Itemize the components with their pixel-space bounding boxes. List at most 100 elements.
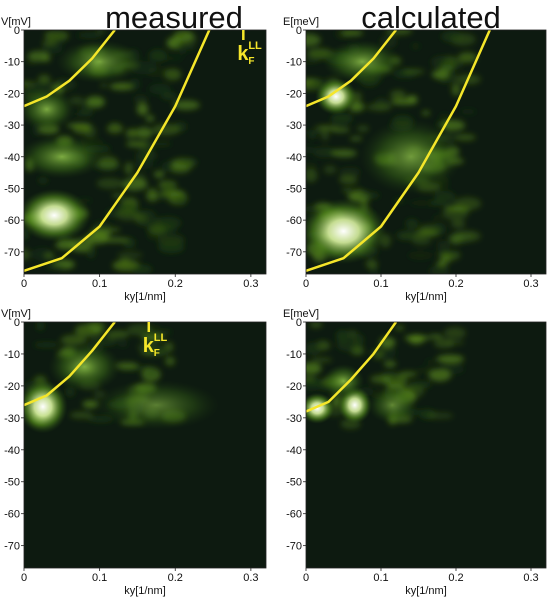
y-tick-label: -40 — [286, 152, 302, 164]
texture-blob — [359, 192, 380, 199]
panel-bottom-right: 0 -10 -20 -30 -40 -50 -60 -70 0 0.1 0.2 0.3 E[meV] ky… — [283, 308, 547, 597]
y-tick-label: -60 — [286, 509, 302, 521]
texture-blob — [182, 32, 197, 46]
plot-frame — [305, 321, 547, 569]
texture-blob — [25, 60, 36, 66]
texture-blob — [399, 371, 417, 377]
y-tick-label: -10 — [286, 349, 302, 361]
y-tick-label: -50 — [286, 477, 302, 489]
texture-blob — [128, 324, 144, 331]
y-tick-label: -60 — [4, 215, 20, 227]
texture-blob — [427, 412, 454, 420]
texture-blob — [48, 31, 67, 45]
bright-region — [322, 39, 402, 84]
texture-blob — [129, 78, 141, 90]
texture-blob — [436, 354, 464, 364]
texture-blob — [164, 68, 182, 81]
x-tick-label: 0 — [21, 572, 27, 584]
texture-blob — [130, 210, 156, 216]
heatmap-area — [306, 30, 546, 274]
plot-frame — [23, 29, 267, 275]
y-tick-label: 0 — [14, 317, 20, 329]
texture-blob — [33, 80, 55, 88]
texture-blob — [459, 109, 477, 115]
texture-blob — [453, 197, 482, 211]
texture-blob — [340, 30, 364, 36]
x-tick-label: 0.2 — [448, 278, 463, 290]
texture-blob — [162, 183, 177, 192]
texture-blob — [436, 240, 450, 250]
texture-blob — [409, 200, 434, 207]
texture-blob — [412, 236, 432, 245]
texture-blob — [109, 82, 135, 91]
texture-blob — [330, 112, 353, 125]
dispersion-curve — [306, 30, 491, 272]
y-tick-label: -20 — [286, 88, 302, 100]
texture-blob — [442, 206, 469, 221]
texture-blob — [451, 83, 461, 97]
title-measured: measured — [105, 0, 243, 35]
texture-blob — [410, 44, 421, 49]
texture-blob — [146, 66, 169, 78]
texture-blob — [72, 111, 94, 117]
dispersion-curve — [24, 30, 116, 108]
texture-blob — [152, 123, 180, 136]
texture-blob — [126, 128, 154, 137]
y-tick-label: -10 — [4, 57, 20, 69]
y-tick-label: -30 — [286, 120, 302, 132]
texture-blob — [405, 218, 419, 229]
texture-blob — [85, 96, 105, 108]
texture-blob — [113, 203, 140, 209]
texture-blob — [428, 334, 444, 339]
texture-blob — [408, 334, 425, 345]
y-tick-label: -20 — [4, 88, 20, 100]
texture-blob — [430, 55, 452, 69]
texture-blob — [77, 32, 104, 39]
y-axis-label: V[mV] — [1, 308, 31, 320]
x-tick-label: 0.2 — [168, 278, 183, 290]
texture-blob — [435, 250, 461, 256]
texture-blob — [33, 341, 60, 348]
texture-blob — [69, 238, 93, 253]
texture-blob — [306, 146, 318, 154]
texture-blob — [117, 340, 129, 348]
texture-blob — [165, 356, 176, 366]
texture-blob — [331, 149, 357, 158]
x-tick-label: 0.3 — [243, 572, 258, 584]
texture-blob — [124, 162, 134, 175]
texture-blob — [148, 49, 167, 62]
y-tick-label: -40 — [4, 445, 20, 457]
texture-blob — [27, 50, 50, 62]
texture-blob — [349, 136, 363, 141]
y-tick-label: -70 — [4, 541, 20, 553]
texture-blob — [170, 163, 191, 174]
y-tick-label: 0 — [296, 25, 302, 37]
y-axis-label: E[meV] — [283, 308, 319, 320]
x-tick-label: 0 — [303, 278, 309, 290]
bright-region — [360, 119, 462, 195]
y-tick-label: -20 — [286, 381, 302, 393]
x-tick-label: 0.3 — [243, 278, 258, 290]
texture-blob — [147, 369, 159, 375]
bright-region — [24, 188, 91, 242]
texture-blob — [308, 131, 317, 140]
texture-blob — [72, 124, 91, 135]
texture-blob — [311, 357, 333, 363]
fermi-label-k: k — [143, 335, 155, 357]
y-tick-label: -50 — [4, 477, 20, 489]
panel-top-left: 0 -10 -20 -30 -40 -50 -60 -70 0 0.1 0.2 0.3 V[mV] ky[… — [1, 16, 267, 303]
texture-blob — [454, 134, 476, 141]
texture-blob — [309, 322, 323, 328]
texture-blob — [99, 82, 109, 88]
dispersion-curve — [306, 322, 398, 413]
texture-blob — [130, 264, 153, 274]
texture-blob — [330, 127, 350, 133]
texture-blob — [148, 225, 166, 236]
bright-region — [306, 198, 387, 265]
y-axis-label: V[mV] — [1, 16, 31, 28]
texture-blob — [351, 333, 364, 347]
texture-blob — [146, 188, 158, 202]
texture-blob — [152, 329, 173, 335]
texture-blob — [370, 374, 392, 384]
texture-blob — [409, 381, 432, 388]
